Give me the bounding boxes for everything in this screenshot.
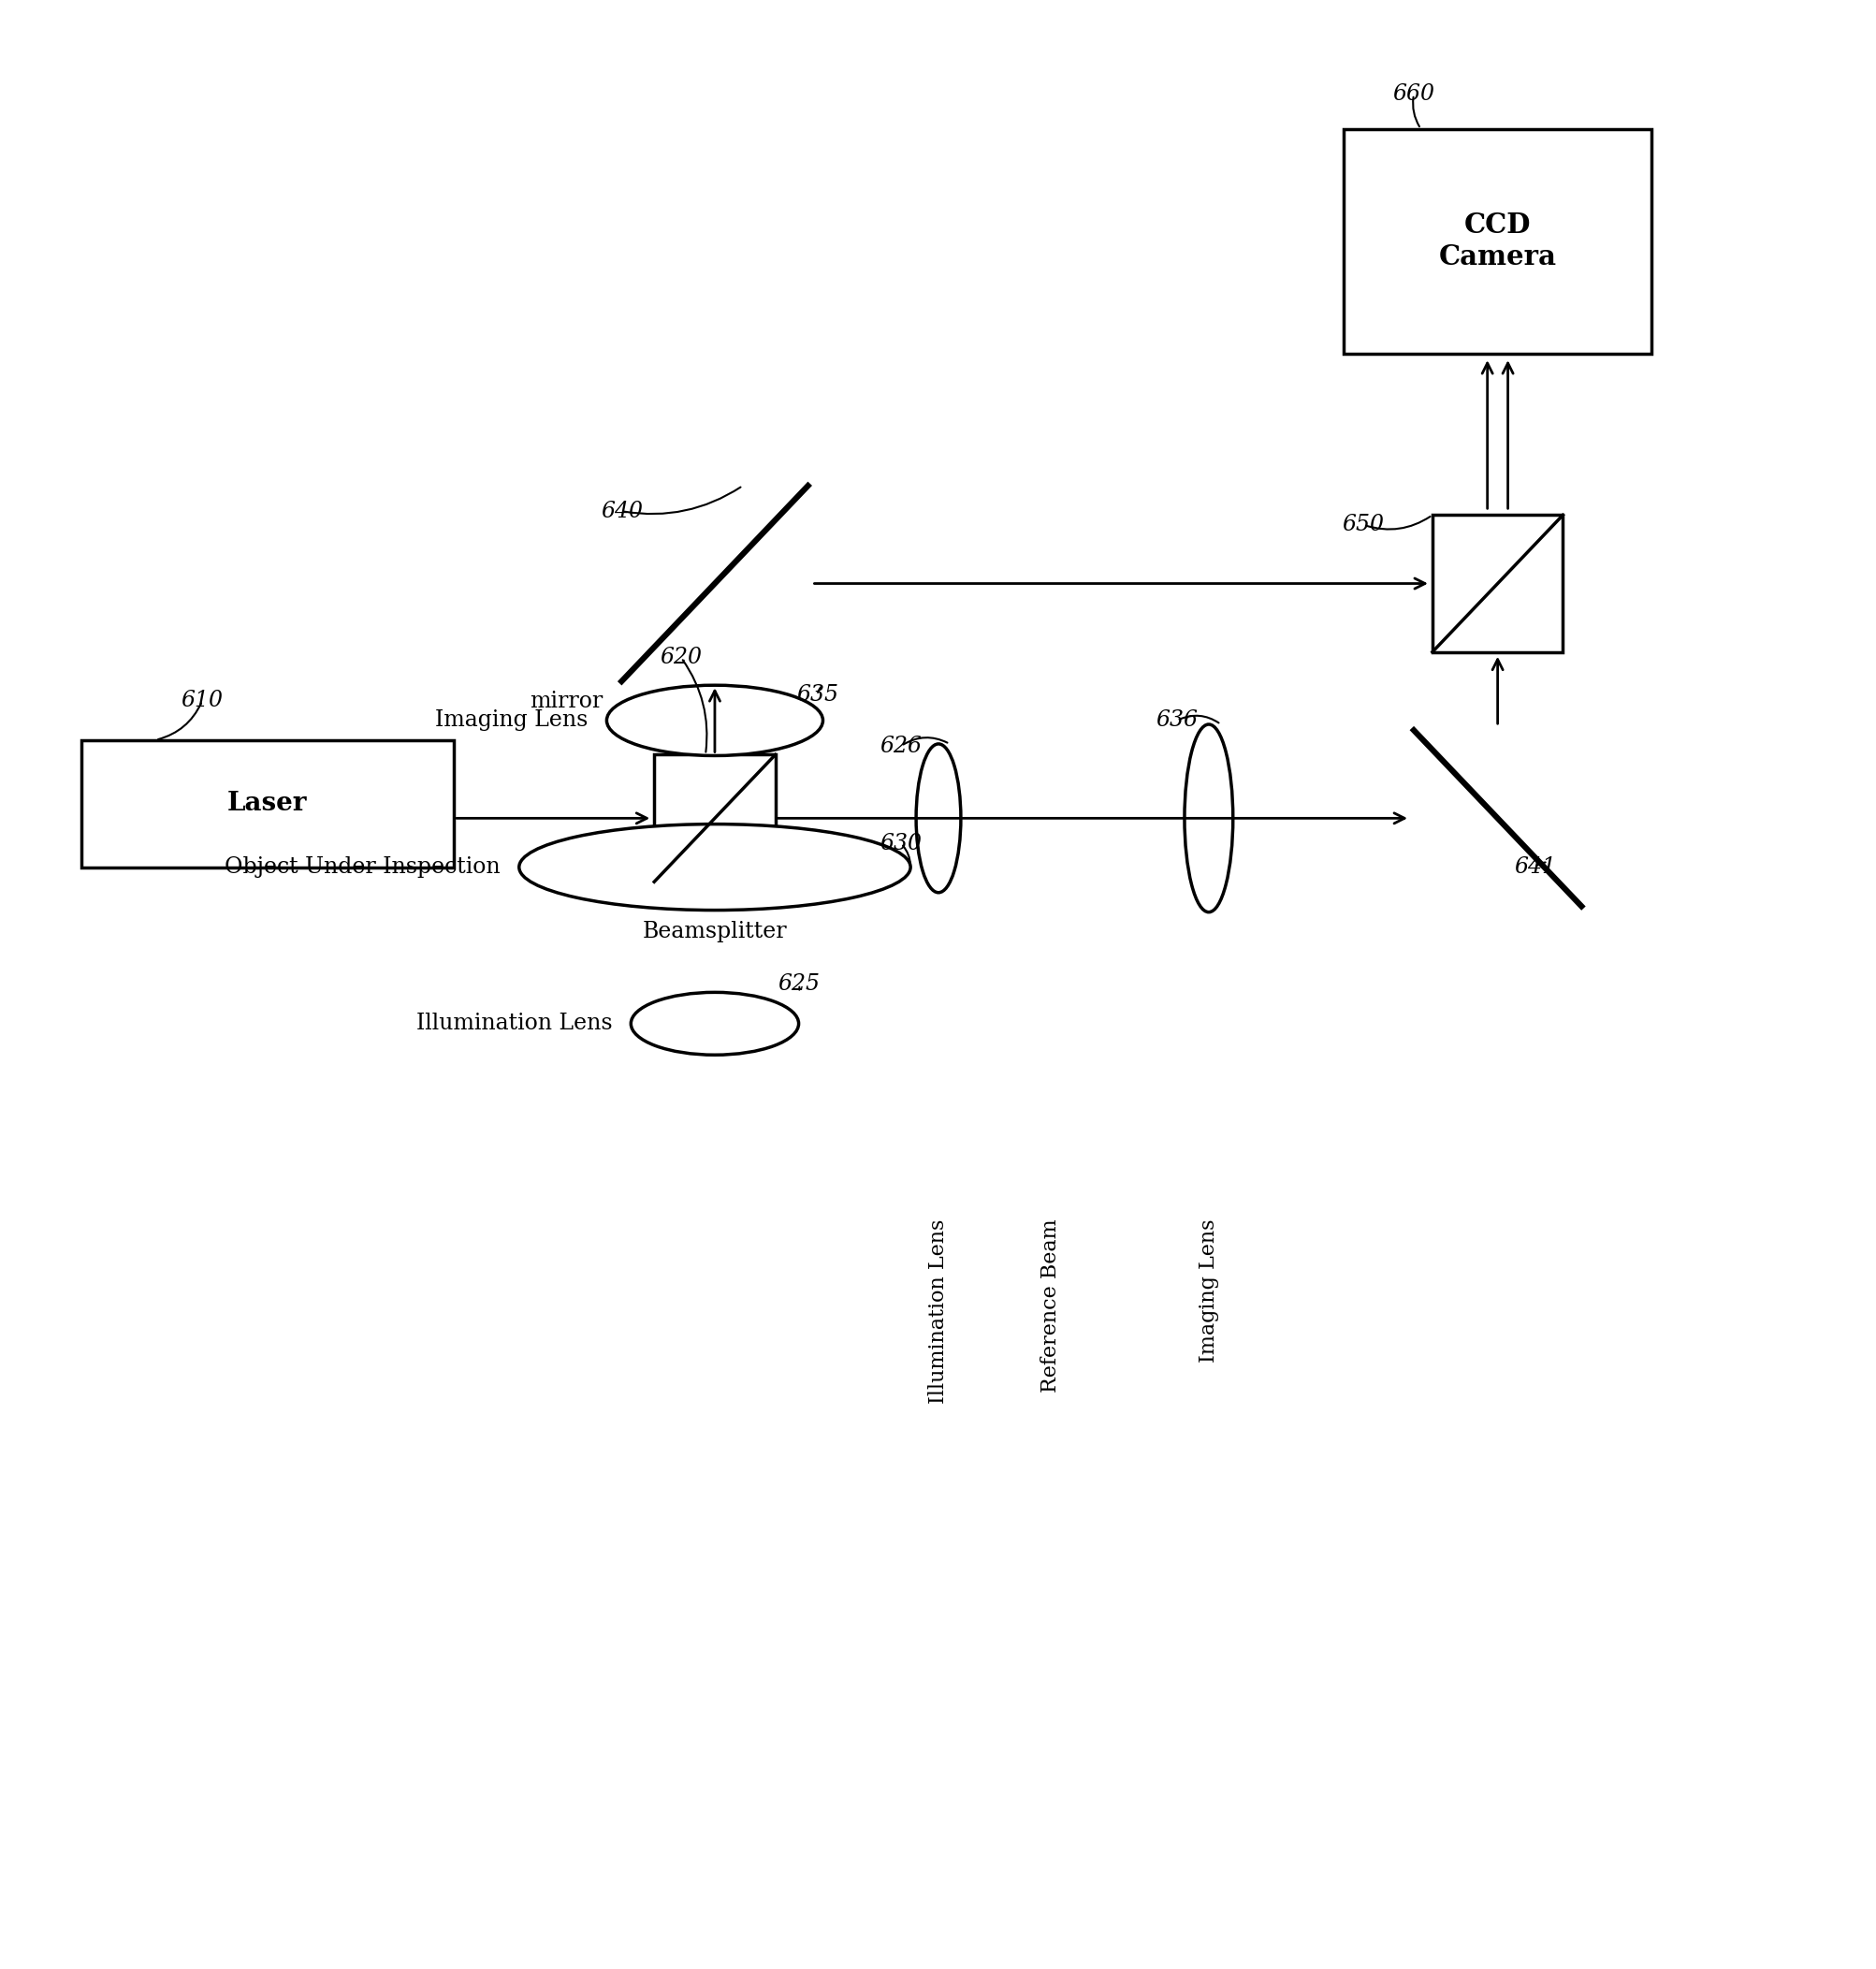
Text: 640: 640	[600, 500, 642, 522]
Text: 630: 630	[880, 833, 921, 855]
Text: 635: 635	[795, 685, 839, 705]
Text: 636: 636	[1156, 709, 1197, 730]
Ellipse shape	[520, 825, 910, 910]
Text: Reference Beam: Reference Beam	[1039, 1219, 1060, 1392]
Text: Beamsplitter: Beamsplitter	[642, 921, 786, 943]
Text: 626: 626	[880, 734, 921, 756]
Text: 650: 650	[1341, 514, 1384, 536]
Bar	[655, 754, 775, 882]
Text: Illumination Lens: Illumination Lens	[929, 1219, 947, 1404]
Text: CCD
Camera: CCD Camera	[1439, 213, 1555, 270]
Text: 625: 625	[777, 975, 820, 994]
Bar	[1431, 516, 1563, 652]
Bar	[81, 740, 454, 866]
Ellipse shape	[606, 685, 822, 756]
Ellipse shape	[915, 744, 961, 892]
Text: Imaging Lens: Imaging Lens	[1199, 1219, 1218, 1363]
Text: Imaging Lens: Imaging Lens	[435, 709, 587, 730]
Text: 660: 660	[1392, 85, 1433, 104]
Text: Laser: Laser	[227, 792, 308, 817]
Text: Object Under Inspection: Object Under Inspection	[225, 857, 501, 878]
Text: Illumination Lens: Illumination Lens	[416, 1012, 612, 1034]
Text: 610: 610	[182, 689, 223, 711]
Text: 620: 620	[660, 648, 702, 669]
Bar	[1343, 128, 1651, 354]
Text: mirror: mirror	[529, 691, 602, 713]
Text: 641: 641	[1514, 857, 1555, 878]
Ellipse shape	[630, 992, 799, 1055]
Ellipse shape	[1184, 725, 1233, 912]
